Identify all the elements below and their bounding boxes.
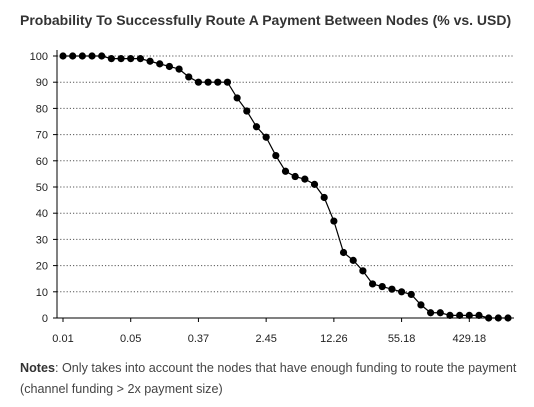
data-point-3 [88, 52, 96, 60]
x-tick-label-2: 0.37 [188, 333, 209, 345]
data-point-4 [98, 52, 106, 60]
y-tick-label-20: 20 [36, 261, 48, 273]
data-point-28 [330, 217, 338, 225]
y-tick-label-0: 0 [42, 313, 48, 325]
data-point-6 [117, 55, 125, 63]
data-point-9 [146, 57, 154, 65]
x-axis: 0.01 0.05 0.37 2.45 12.26 55.18 429.18 [52, 317, 514, 345]
data-point-33 [378, 282, 386, 291]
data-point-12 [175, 65, 183, 73]
data-point-44 [485, 314, 493, 322]
y-tick-label-50: 50 [36, 182, 48, 194]
data-point-30 [349, 256, 357, 264]
y-axis: 0 10 20 30 40 50 60 70 80 90 100 [30, 50, 58, 325]
data-point-42 [465, 311, 473, 319]
data-point-1 [69, 52, 77, 60]
y-tick-label-90: 90 [36, 77, 48, 89]
y-tick-label-10: 10 [36, 287, 48, 299]
data-point-19 [243, 107, 251, 115]
data-point-45 [494, 314, 502, 322]
data-point-7 [127, 55, 135, 63]
data-point-10 [156, 60, 164, 68]
y-tick-label-60: 60 [36, 156, 48, 168]
data-point-0 [59, 52, 67, 60]
x-tick-label-5: 55.18 [388, 333, 416, 345]
data-point-14 [194, 78, 203, 86]
data-point-41 [456, 311, 464, 319]
data-point-39 [436, 309, 444, 317]
data-point-25 [301, 175, 309, 183]
data-point-11 [165, 62, 174, 71]
x-tick-label-3: 2.45 [255, 333, 276, 345]
y-tick-label-70: 70 [36, 130, 48, 142]
notes-label: Notes [20, 361, 55, 375]
y-tick-label-80: 80 [36, 103, 48, 115]
data-point-43 [475, 311, 483, 319]
x-tick-label-6: 429.18 [452, 333, 486, 345]
chart-notes: Notes: Only takes into account the nodes… [20, 358, 520, 400]
x-tick-label-1: 0.05 [120, 333, 141, 345]
data-point-37 [417, 301, 425, 309]
data-point-2 [78, 52, 86, 60]
data-point-32 [368, 280, 377, 288]
y-tick-label-100: 100 [30, 51, 48, 63]
data-point-46 [504, 314, 512, 322]
x-tick-label-4: 12.26 [320, 333, 348, 345]
data-point-34 [388, 285, 396, 293]
x-tick-label-0: 0.01 [52, 333, 73, 345]
data-point-15 [204, 78, 212, 86]
data-point-21 [262, 133, 270, 141]
data-point-18 [233, 94, 241, 102]
data-point-36 [407, 290, 415, 299]
data-point-29 [339, 248, 348, 257]
data-point-22 [272, 151, 280, 160]
data-point-35 [397, 288, 406, 296]
line-chart: 0 10 20 30 40 50 60 70 80 90 100 0.01 0.05 0.37 2.45 1… [30, 50, 514, 345]
data-point-40 [446, 311, 454, 319]
data-point-17 [223, 78, 232, 86]
y-tick-label-30: 30 [36, 234, 48, 246]
data-point-20 [252, 123, 261, 131]
series-points [59, 52, 512, 322]
data-point-38 [427, 309, 435, 317]
data-point-23 [281, 167, 290, 175]
data-point-5 [107, 55, 115, 63]
data-point-24 [291, 172, 299, 181]
grid-lines [57, 55, 514, 293]
data-point-27 [320, 193, 328, 202]
chart-title: Probability To Successfully Route A Paym… [20, 12, 512, 28]
data-point-26 [310, 180, 319, 188]
data-point-13 [185, 73, 193, 81]
data-point-16 [214, 78, 222, 86]
y-tick-label-40: 40 [36, 208, 48, 220]
notes-text: : Only takes into account the nodes that… [20, 361, 517, 396]
data-point-8 [136, 55, 144, 63]
data-point-31 [359, 267, 367, 275]
